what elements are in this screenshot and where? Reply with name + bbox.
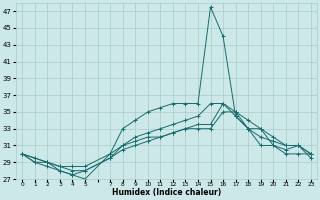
X-axis label: Humidex (Indice chaleur): Humidex (Indice chaleur)	[112, 188, 221, 197]
